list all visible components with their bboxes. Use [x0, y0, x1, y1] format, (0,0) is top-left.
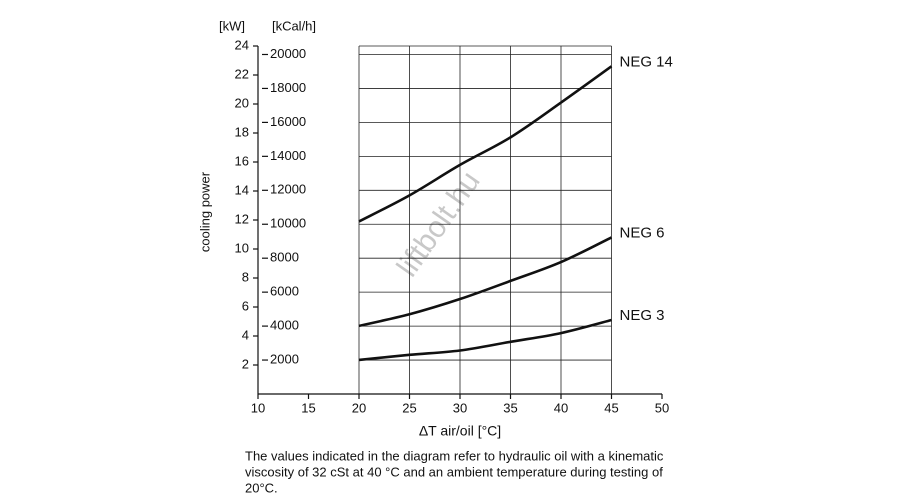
y-unit: [kW] [219, 18, 245, 33]
series-label: NEG 3 [620, 307, 665, 324]
y2-tick-label: 4000 [270, 318, 299, 333]
y-tick-label: 22 [235, 66, 249, 81]
y2-tick-label: 16000 [270, 114, 306, 129]
y-axis-label: cooling power [197, 171, 212, 252]
x-tick-label: 30 [453, 400, 467, 415]
y-tick-label: 10 [235, 240, 249, 255]
y-tick-label: 14 [235, 182, 249, 197]
note-line: The values indicated in the diagram refe… [245, 448, 664, 463]
note-line: viscosity of 32 cSt at 40 °C and an ambi… [245, 464, 663, 479]
y2-tick-label: 10000 [270, 216, 306, 231]
y-tick-label: 4 [242, 327, 249, 342]
y2-tick-label: 2000 [270, 351, 299, 366]
y-tick-label: 8 [242, 269, 249, 284]
x-tick-label: 50 [655, 400, 669, 415]
curve [358, 318, 612, 362]
x-tick-label: 15 [301, 400, 315, 415]
y-tick-label: 24 [235, 37, 249, 52]
curve [358, 236, 613, 328]
curve [358, 65, 613, 223]
series-label: NEG 6 [620, 224, 665, 241]
x-axis-label: ΔT air/oil [°C] [419, 423, 501, 439]
y2-tick-label: 6000 [270, 284, 299, 299]
note-line: 20°C. [245, 480, 278, 495]
series-label: NEG 14 [620, 53, 673, 70]
y-tick-label: 18 [235, 124, 249, 139]
y-tick-label: 20 [235, 95, 249, 110]
y-tick-label: 2 [242, 356, 249, 371]
y-tick-label: 16 [235, 153, 249, 168]
x-tick-label: 25 [402, 400, 416, 415]
x-tick-label: 20 [352, 400, 366, 415]
y2-tick-label: 14000 [270, 148, 306, 163]
y-tick-label: 12 [235, 211, 249, 226]
y2-tick-label: 18000 [270, 80, 306, 95]
x-tick-label: 10 [251, 400, 265, 415]
y-tick-label: 6 [242, 298, 249, 313]
y2-tick-label: 20000 [270, 46, 306, 61]
x-tick-label: 45 [604, 400, 618, 415]
y2-tick-label: 12000 [270, 182, 306, 197]
y2-tick-label: 8000 [270, 250, 299, 265]
y2-unit: [kCal/h] [272, 18, 316, 33]
x-tick-label: 35 [503, 400, 517, 415]
x-tick-label: 40 [554, 400, 568, 415]
